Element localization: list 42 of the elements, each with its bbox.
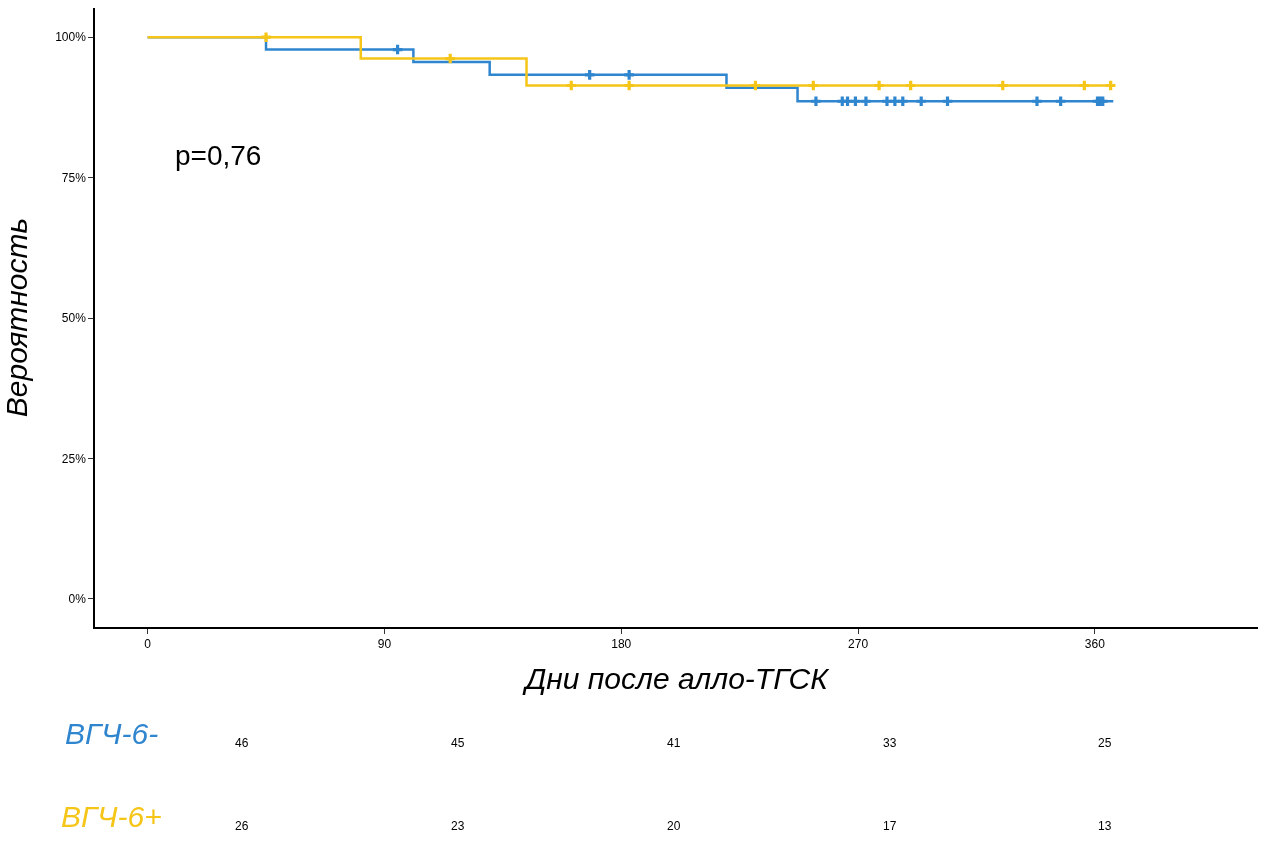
x-axis-title: Дни после алло-ТГСК (522, 662, 831, 696)
point (566, 80, 577, 91)
point (897, 96, 908, 107)
point (445, 53, 456, 64)
x-tick-label: 180 (611, 637, 632, 652)
point (861, 96, 871, 107)
text: 46 (235, 736, 249, 750)
text: 41 (667, 736, 681, 750)
point (1032, 96, 1042, 107)
point (874, 80, 884, 91)
point (997, 80, 1008, 91)
x-tick-label: 360 (1084, 637, 1106, 652)
annotation: p=0,76 (175, 140, 262, 171)
y-tick-label: 0% (68, 592, 87, 607)
x-tick-label: 90 (377, 637, 392, 652)
point (942, 96, 953, 107)
point (916, 96, 926, 107)
y-tick-label: 75% (61, 170, 87, 185)
text: ВГЧ-6+ (61, 800, 162, 833)
y-tick-label: 50% (61, 311, 87, 326)
text: 25 (1098, 736, 1112, 750)
point (624, 70, 634, 80)
point (850, 96, 861, 107)
text: 13 (1098, 819, 1112, 833)
text: 17 (883, 819, 897, 833)
y-axis-title: Вероятность (0, 217, 33, 418)
point (261, 32, 271, 43)
point (811, 96, 821, 107)
text: 26 (235, 819, 249, 833)
point (584, 70, 595, 80)
text: 23 (451, 819, 465, 833)
text: 45 (451, 736, 465, 750)
text: 33 (883, 736, 897, 750)
point (882, 96, 892, 107)
y-tick-label: 25% (61, 451, 87, 466)
x-tick-label: 270 (848, 637, 869, 652)
point (1055, 96, 1066, 107)
y-tick-label: 100% (55, 30, 87, 45)
text: ВГЧ-6- (65, 717, 159, 750)
text: 20 (667, 819, 681, 833)
x-tick-label: 0 (144, 637, 152, 652)
point (624, 80, 634, 91)
